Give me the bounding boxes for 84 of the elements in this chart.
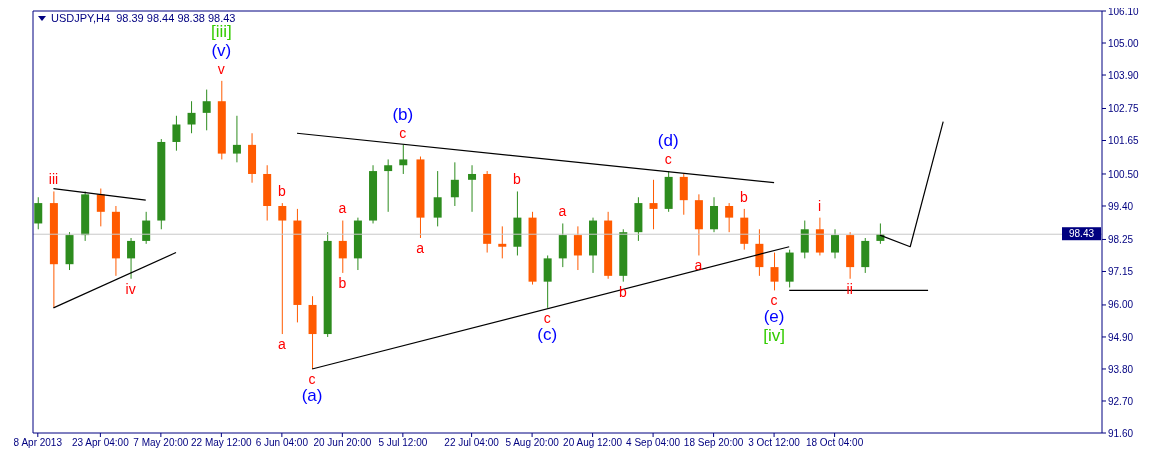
annotation: iv (125, 280, 136, 297)
annotation: (d) (657, 131, 679, 151)
y-tick-label: 102.75 (1108, 103, 1140, 115)
annotation: a (416, 239, 425, 256)
candlestick (433, 170, 442, 227)
x-tick-label: 20 Jun 20:00 (313, 437, 372, 449)
candlestick (187, 100, 196, 134)
y-tick-label: 99.40 (1108, 200, 1134, 212)
y-tick-label: 105.00 (1108, 37, 1140, 49)
x-tick-label: 3 Oct 12:00 (748, 437, 801, 449)
candlestick (725, 202, 734, 233)
annotation: b (739, 188, 748, 205)
y-tick-label: 103.90 (1108, 69, 1140, 81)
candlestick (450, 161, 459, 207)
candlestick (142, 211, 151, 245)
y-tick-label: 97.15 (1108, 266, 1134, 278)
candlestick (573, 225, 582, 271)
candlestick (710, 196, 719, 233)
y-tick-label: 92.70 (1108, 395, 1134, 407)
candlestick (468, 164, 477, 213)
y-tick-label: 93.80 (1108, 363, 1134, 375)
x-tick-label: 22 Jul 04:00 (444, 437, 500, 449)
annotation: c (770, 292, 778, 309)
x-tick-label: 8 Apr 2013 (13, 437, 63, 449)
candlestick (815, 217, 824, 256)
candlestick (127, 237, 136, 280)
candlestick (399, 144, 408, 175)
annotation: (a) (301, 385, 323, 405)
annotation: (v) (211, 40, 232, 60)
annotation: c (664, 150, 672, 167)
annotation: [iii] (210, 21, 232, 41)
annotation: iii (48, 171, 59, 188)
x-tick-label: 6 Jun 04:00 (255, 437, 309, 449)
chart-title: USDJPY,H4 98.39 98.44 98.38 98.43 (51, 12, 236, 24)
y-tick-label: 98.25 (1108, 234, 1134, 246)
y-tick-label: 91.60 (1108, 427, 1134, 439)
candlestick (755, 228, 764, 277)
y-tick-label: 96.00 (1108, 299, 1134, 311)
candlestick (558, 222, 567, 268)
candlestick (202, 89, 211, 131)
annotation: b (277, 182, 286, 199)
annotation: (e) (763, 307, 785, 327)
candlestick (649, 179, 658, 230)
annotation: (b) (392, 104, 414, 124)
annotation: b (338, 274, 347, 291)
annotation: a (277, 335, 286, 352)
candlestick (96, 188, 105, 227)
candlestick (232, 115, 241, 163)
x-tick-label: 5 Aug 20:00 (505, 437, 560, 449)
candlestick (498, 225, 507, 259)
candlestick (338, 220, 347, 274)
annotation: [iv] (763, 326, 785, 346)
x-tick-label: 23 Apr 04:00 (72, 437, 130, 449)
candlestick (278, 202, 287, 335)
annotation: c (543, 309, 551, 326)
candlestick (831, 228, 840, 259)
x-tick-label: 18 Sep 20:00 (683, 437, 744, 449)
annotation: (c) (537, 324, 558, 344)
candlestick (770, 252, 779, 291)
annotation: a (338, 200, 347, 217)
annotation: i (817, 197, 822, 214)
x-tick-label: 7 May 20:00 (133, 437, 189, 449)
annotation: a (558, 203, 567, 220)
annotation: b (513, 171, 522, 188)
annotation: v (217, 60, 225, 77)
candlestick (34, 196, 43, 230)
candlestick (800, 220, 809, 259)
x-tick-label: 18 Oct 04:00 (805, 437, 864, 449)
y-tick-label: 106.10 (1108, 5, 1140, 17)
x-tick-label: 20 Aug 12:00 (563, 437, 623, 449)
candlestick (543, 254, 552, 309)
y-tick-label: 94.90 (1108, 331, 1134, 343)
candlestick (172, 115, 181, 152)
ref-line-label: 98.43 (1068, 228, 1095, 240)
candlestick (384, 158, 393, 213)
y-tick-label: 101.65 (1108, 135, 1140, 147)
annotation: c (399, 124, 407, 141)
x-tick-label: 5 Jul 12:00 (378, 437, 428, 449)
x-tick-label: 22 May 12:00 (191, 437, 253, 449)
annotation: ii (846, 280, 853, 297)
x-tick-label: 4 Sep 04:00 (626, 437, 681, 449)
candlestick (679, 173, 688, 216)
annotation: c (308, 370, 316, 387)
y-tick-label: 100.50 (1108, 168, 1140, 180)
